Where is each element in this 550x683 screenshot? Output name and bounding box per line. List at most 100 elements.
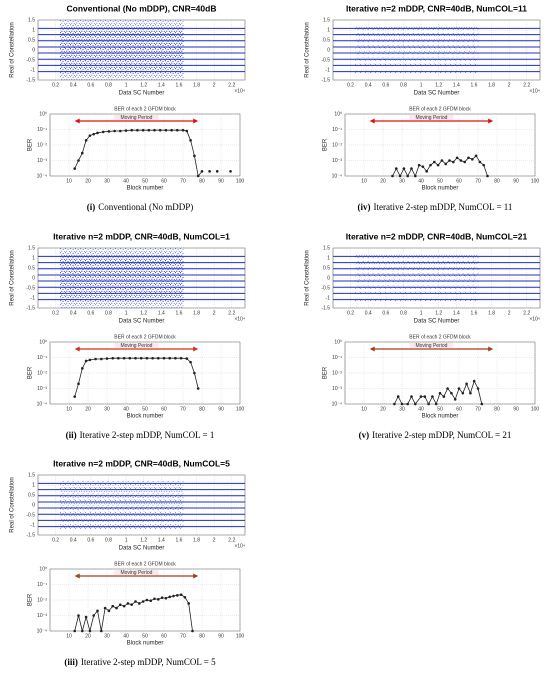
axis-exponent: ×10⁴ — [529, 88, 540, 94]
y-tick-label: 10⁻¹ — [37, 355, 47, 361]
x-tick-label: 1.8 — [488, 82, 495, 88]
y-tick-label: 10⁻² — [37, 597, 47, 603]
x-tick-label: 60 — [456, 406, 462, 412]
caption-text: Iterative 2-step mDDP, NumCOL = 11 — [374, 202, 513, 212]
ber-point — [157, 598, 160, 601]
ber-point — [467, 156, 470, 160]
arrow-head — [74, 346, 80, 352]
ber-point — [147, 128, 151, 132]
caption-label: (iv) — [358, 202, 371, 212]
y-tick-label: 0.5 — [28, 265, 35, 271]
x-tick-label: 1 — [125, 310, 128, 316]
ber-point — [115, 606, 118, 610]
x-tick-label: 70 — [475, 406, 481, 412]
y-tick-label: 1 — [32, 482, 35, 488]
y-tick-label: -1.5 — [321, 77, 330, 83]
x-tick-label: 0.4 — [70, 310, 77, 316]
x-tick-label: 0.8 — [105, 310, 112, 316]
x-tick-label: 10 — [361, 178, 367, 184]
ber-point — [189, 139, 192, 142]
ber-point — [124, 129, 128, 132]
ber-point — [433, 160, 436, 164]
annotation-label: Moving Period — [415, 115, 447, 121]
x-tick-label: 90 — [218, 406, 224, 412]
y-tick-label: 1.5 — [28, 245, 35, 251]
ber-point — [73, 395, 76, 398]
ber-point — [164, 128, 168, 132]
ber-point — [480, 402, 484, 406]
x-tick-label: 30 — [399, 406, 405, 412]
ber-point — [474, 154, 478, 158]
x-axis-label: Data SC Number — [119, 546, 165, 552]
ber-point — [461, 391, 465, 395]
y-tick-label: 10⁻¹ — [332, 127, 342, 133]
x-tick-label: 1.4 — [453, 82, 460, 88]
ber-point — [457, 387, 461, 390]
ber-point — [73, 167, 76, 170]
ber-point — [400, 402, 404, 406]
ber-point — [191, 629, 194, 633]
x-tick-label: 1 — [420, 310, 423, 316]
ber-point — [463, 160, 467, 164]
ber-point — [141, 600, 145, 603]
y-tick-label: 10⁻³ — [37, 158, 47, 164]
x-tick-label: 1.2 — [435, 310, 442, 316]
ber-point — [168, 356, 171, 360]
ber-point — [229, 170, 232, 173]
y-tick-label: 10⁻⁴ — [332, 401, 342, 407]
ber-point — [107, 609, 111, 613]
ber-point — [88, 358, 92, 362]
ber-point — [453, 398, 457, 401]
y-tick-label: 0.5 — [28, 492, 35, 498]
arrow-head — [74, 118, 80, 124]
x-tick-label: 1.2 — [140, 310, 147, 316]
x-tick-label: 0.2 — [52, 310, 59, 316]
ber-point — [162, 356, 166, 360]
ber-point — [196, 387, 200, 390]
x-tick-label: 0.4 — [70, 82, 77, 88]
ber-point — [193, 371, 196, 375]
panel-title: Iterative n=2 mDDP, CNR=40dB, NumCOL=21 — [346, 231, 528, 241]
y-axis-label: BER — [323, 138, 329, 151]
x-tick-label: 60 — [456, 178, 462, 184]
x-tick-label: 70 — [180, 406, 186, 412]
annotation-box — [114, 115, 159, 120]
annotation-label: Moving Period — [415, 343, 447, 349]
x-tick-label: 1.8 — [488, 310, 495, 316]
y-tick-label: 10⁰ — [39, 566, 47, 572]
x-axis-label: Block number — [127, 414, 164, 420]
x-tick-label: 0.2 — [347, 82, 354, 88]
ber-point — [149, 599, 152, 603]
x-tick-label: 0.8 — [400, 310, 407, 316]
ber-point — [423, 395, 427, 398]
ber-point — [81, 629, 84, 633]
x-tick-label: 20 — [380, 178, 386, 184]
ber-point — [438, 391, 442, 395]
ber-point — [448, 159, 451, 162]
annotation-box — [114, 570, 159, 575]
x-tick-label: 20 — [380, 406, 386, 412]
y-tick-label: 1 — [32, 27, 35, 33]
x-axis-label: Block number — [422, 414, 459, 420]
x-tick-label: 1.4 — [158, 310, 165, 316]
x-tick-label: 1.8 — [193, 82, 200, 88]
y-axis-label: BER — [323, 366, 329, 379]
ber-point — [417, 163, 421, 167]
ber-point — [84, 359, 88, 363]
x-tick-label: 70 — [180, 633, 186, 639]
caption-text: Iterative 2-step mDDP, NumCOL = 1 — [80, 430, 215, 440]
ber-point — [145, 598, 149, 602]
y-tick-label: 1.5 — [28, 472, 35, 478]
y-tick-label: -1 — [326, 67, 331, 73]
ber-point — [181, 128, 185, 132]
x-tick-label: 50 — [437, 406, 443, 412]
ber-point — [172, 594, 175, 598]
arrow-head — [488, 346, 494, 352]
caption-label: (i) — [87, 202, 96, 212]
x-tick-label: 2 — [213, 537, 216, 543]
ber-point — [113, 129, 116, 133]
panel-title: Conventional (No mDDP), CNR=40dB — [67, 3, 217, 13]
x-tick-label: 60 — [161, 633, 167, 639]
ber-point — [410, 395, 413, 398]
